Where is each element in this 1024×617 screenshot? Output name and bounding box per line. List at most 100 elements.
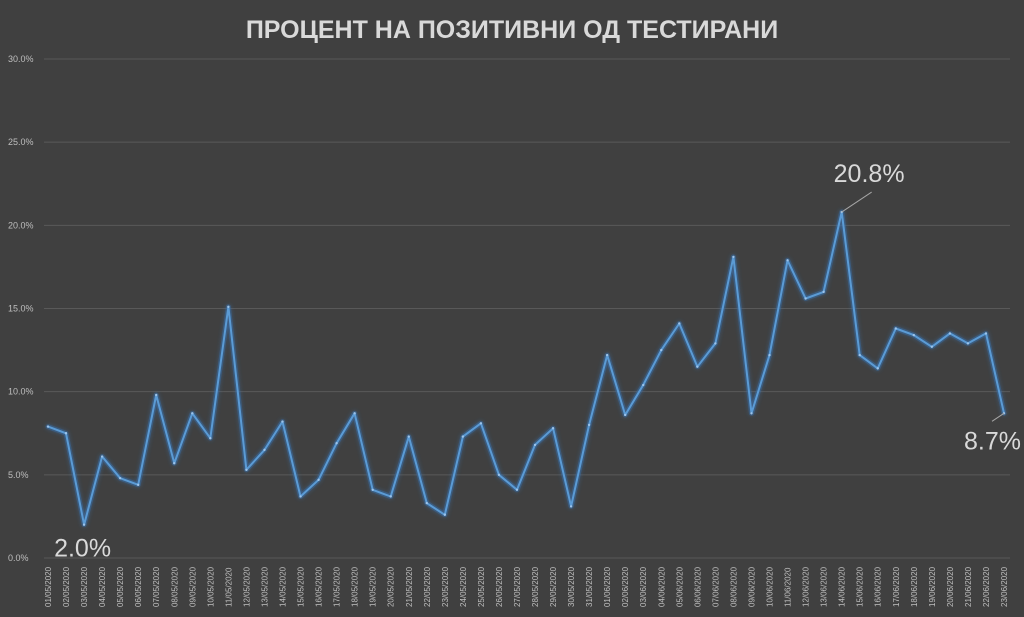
x-axis-tick-labels: 01/05/2020 02/05/2020 03/05/2020 04/05/2020…: [44, 566, 1009, 607]
x-tick-label: 24/05/2020: [459, 566, 468, 607]
data-point: [46, 425, 50, 428]
data-point: [353, 412, 356, 415]
x-tick-label: 17/05/2020: [333, 566, 342, 607]
x-tick-label: 15/06/2020: [856, 566, 865, 607]
x-tick-label: 22/06/2020: [982, 566, 991, 607]
data-point: [984, 332, 988, 335]
x-tick-label: 03/05/2020: [80, 566, 89, 607]
data-point: [245, 468, 248, 472]
x-tick-label: 05/06/2020: [675, 566, 684, 607]
x-tick-label: 11/05/2020: [224, 567, 233, 607]
x-tick-label: 19/06/2020: [928, 566, 937, 607]
data-point: [786, 259, 789, 262]
y-tick-label: 0.0%: [8, 553, 29, 563]
x-tick-label: 27/05/2020: [513, 566, 522, 607]
x-tick-label: 31/05/2020: [585, 566, 594, 607]
x-tick-label: 30/05/2020: [567, 566, 576, 607]
x-tick-label: 23/06/2020: [1000, 566, 1009, 607]
data-point: [443, 513, 447, 516]
data-point: [317, 478, 320, 482]
data-point: [732, 255, 735, 259]
data-label: 8.7%: [964, 427, 1021, 455]
data-point: [714, 342, 717, 345]
x-tick-label: 26/05/2020: [495, 566, 504, 607]
data-point: [461, 435, 465, 438]
x-tick-label: 03/06/2020: [639, 566, 648, 607]
x-tick-label: 09/05/2020: [188, 566, 197, 607]
x-tick-label: 20/06/2020: [946, 566, 955, 607]
data-point: [100, 455, 104, 458]
data-point: [335, 442, 338, 445]
x-tick-label: 16/06/2020: [874, 566, 883, 607]
y-tick-label: 15.0%: [8, 304, 34, 314]
data-point: [155, 393, 158, 397]
x-tick-label: 07/06/2020: [711, 566, 720, 607]
data-point: [948, 332, 952, 335]
data-point: [425, 501, 428, 505]
data-point: [281, 420, 284, 423]
y-tick-label: 25.0%: [8, 137, 34, 147]
x-tick-label: 21/06/2020: [964, 566, 973, 607]
x-tick-label: 12/05/2020: [242, 566, 251, 607]
x-tick-label: 13/06/2020: [820, 566, 829, 607]
x-tick-label: 11/06/2020: [784, 567, 793, 607]
x-tick-label: 17/06/2020: [892, 566, 901, 607]
data-point: [876, 367, 879, 370]
y-tick-label: 30.0%: [8, 54, 34, 64]
data-point: [191, 412, 194, 415]
x-tick-label: 22/05/2020: [423, 566, 432, 607]
data-point: [966, 342, 970, 345]
x-tick-label: 18/05/2020: [351, 566, 360, 607]
data-point: [371, 488, 374, 492]
x-tick-label: 15/05/2020: [297, 566, 306, 607]
y-tick-label: 20.0%: [8, 220, 34, 230]
x-tick-label: 05/05/2020: [116, 566, 125, 607]
data-point: [858, 353, 861, 357]
data-point: [624, 413, 627, 417]
y-axis-tick-labels: 0.0% 5.0% 10.0% 15.0% 20.0% 25.0% 30.0%: [8, 54, 34, 563]
data-point: [678, 322, 681, 325]
data-point: [605, 353, 609, 357]
data-point: [263, 448, 266, 452]
data-point: [479, 422, 483, 425]
x-tick-label: 10/05/2020: [206, 566, 215, 607]
data-point: [822, 290, 825, 294]
series-line: [47, 211, 1005, 526]
data-point: [587, 423, 591, 427]
data-point: [894, 327, 897, 330]
data-point: [407, 435, 410, 438]
data-point: [389, 495, 392, 498]
gridlines: [44, 58, 1010, 559]
data-point: [533, 443, 537, 447]
data-point: [118, 476, 122, 480]
x-tick-label: 01/06/2020: [603, 566, 612, 607]
x-tick-label: 19/05/2020: [369, 566, 378, 607]
x-tick-label: 25/05/2020: [477, 566, 486, 607]
x-tick-label: 07/05/2020: [152, 566, 161, 607]
x-tick-label: 04/06/2020: [657, 566, 666, 607]
data-label-leader: [991, 412, 1005, 422]
data-point: [209, 437, 212, 440]
series-line-group: [45, 209, 1007, 528]
y-tick-label: 5.0%: [8, 470, 29, 480]
data-point: [660, 348, 663, 352]
x-tick-label: 09/06/2020: [747, 566, 756, 607]
x-tick-label: 02/06/2020: [621, 566, 630, 607]
data-point: [642, 383, 645, 387]
x-tick-label: 18/06/2020: [910, 566, 919, 607]
x-tick-label: 06/05/2020: [134, 566, 143, 607]
x-tick-label: 29/05/2020: [549, 566, 558, 607]
x-tick-label: 23/05/2020: [441, 566, 450, 607]
data-point: [768, 353, 771, 357]
data-point: [551, 427, 555, 430]
x-tick-label: 08/05/2020: [170, 566, 179, 607]
x-tick-label: 02/05/2020: [62, 566, 71, 607]
x-tick-label: 10/06/2020: [766, 566, 775, 607]
data-point: [515, 488, 519, 492]
data-point: [497, 473, 501, 477]
x-tick-label: 06/06/2020: [693, 566, 702, 607]
data-point: [136, 483, 140, 487]
x-tick-label: 14/06/2020: [838, 566, 847, 607]
